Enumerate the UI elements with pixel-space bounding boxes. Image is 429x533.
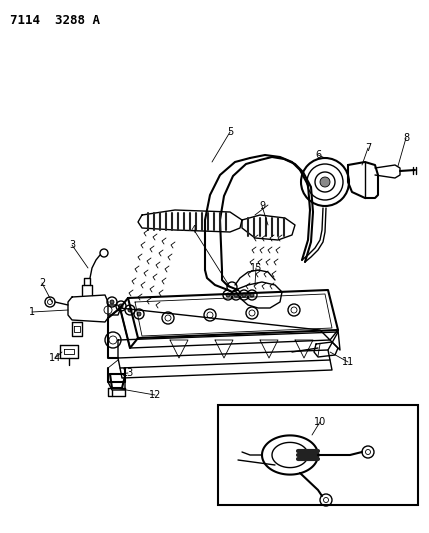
Text: 3: 3 (69, 240, 75, 250)
Circle shape (250, 293, 254, 297)
Circle shape (119, 304, 123, 308)
Text: 10: 10 (314, 417, 326, 427)
Text: 15: 15 (250, 263, 262, 273)
Text: 11: 11 (342, 357, 354, 367)
Circle shape (320, 177, 330, 187)
Circle shape (110, 300, 114, 304)
Circle shape (137, 312, 141, 316)
Circle shape (234, 293, 238, 297)
Text: 9: 9 (259, 201, 265, 211)
Text: 4: 4 (191, 225, 197, 235)
Text: 7: 7 (365, 143, 371, 153)
Circle shape (242, 293, 246, 297)
Text: 2: 2 (39, 278, 45, 288)
Circle shape (226, 293, 230, 297)
Bar (218, 405, 418, 505)
Text: 5: 5 (227, 127, 233, 137)
Circle shape (128, 308, 132, 312)
Text: 1: 1 (29, 307, 35, 317)
Text: 13: 13 (122, 368, 134, 378)
Text: 8: 8 (403, 133, 409, 143)
Text: 6: 6 (315, 150, 321, 160)
Circle shape (48, 300, 52, 304)
Text: 7114  3288 A: 7114 3288 A (10, 14, 100, 27)
Text: 14: 14 (49, 353, 61, 363)
Text: 12: 12 (149, 390, 161, 400)
